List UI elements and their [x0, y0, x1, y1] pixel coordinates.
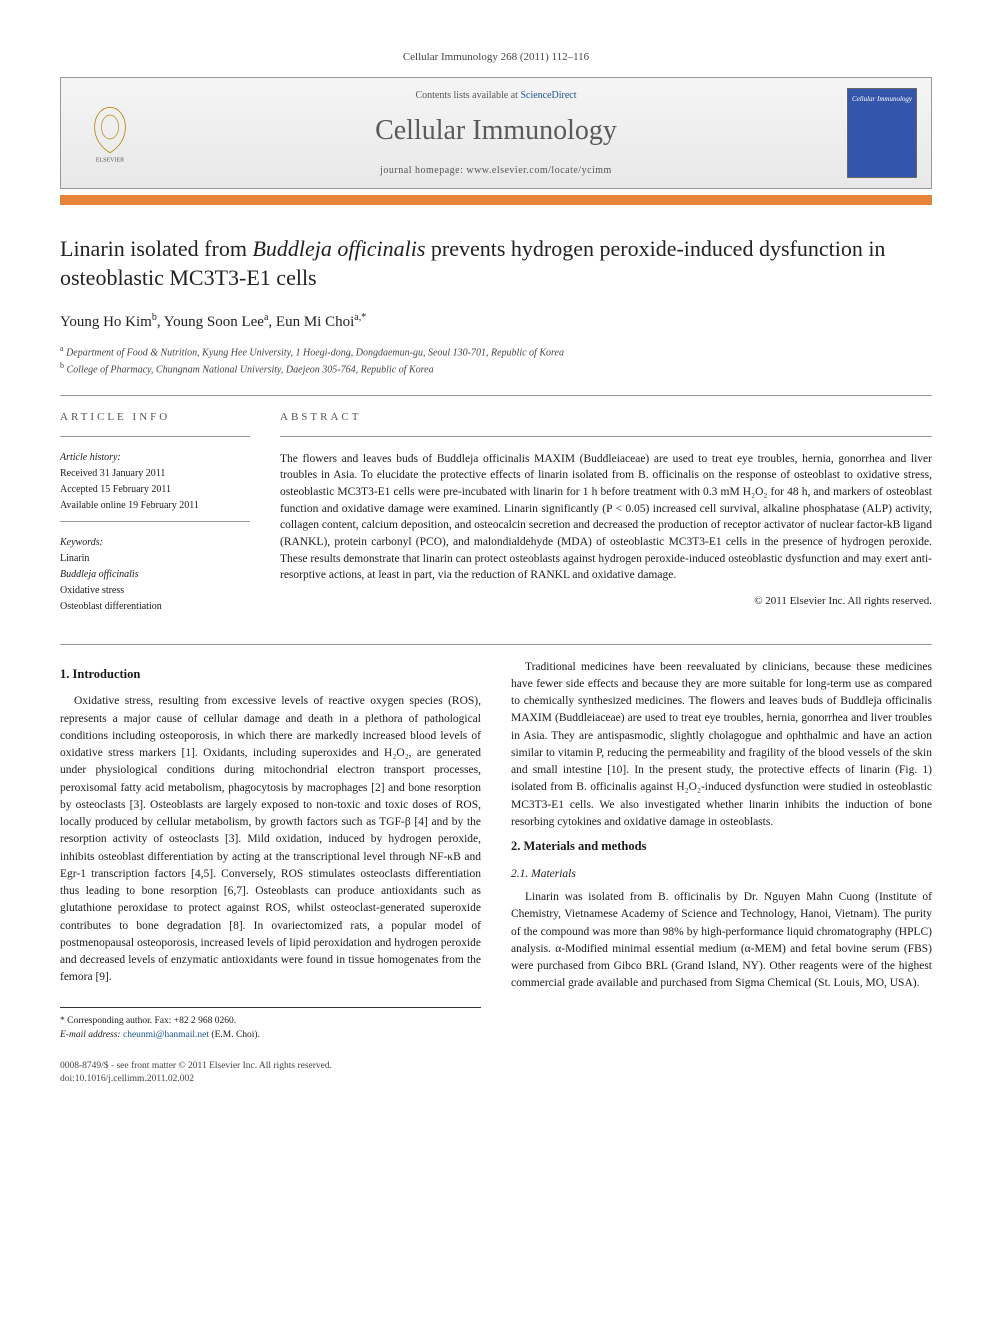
- footer-doi-block: 0008-8749/$ - see front matter © 2011 El…: [60, 1060, 932, 1087]
- keyword-2: Buddleja officinalis: [60, 568, 250, 582]
- intro-paragraph-1: Oxidative stress, resulting from excessi…: [60, 693, 481, 986]
- left-column: 1. Introduction Oxidative stress, result…: [60, 659, 481, 1043]
- info-abstract-row: ARTICLE INFO Article history: Received 3…: [60, 410, 932, 615]
- journal-page: Cellular Immunology 268 (2011) 112–116 E…: [0, 0, 992, 1127]
- accent-bar: [60, 195, 932, 205]
- title-pre: Linarin isolated from: [60, 236, 252, 261]
- abstract-column: ABSTRACT The flowers and leaves buds of …: [280, 410, 932, 615]
- materials-subheading: 2.1. Materials: [511, 866, 932, 883]
- abstract-divider: [280, 436, 932, 437]
- keywords-header: Keywords:: [60, 536, 250, 550]
- homepage-prefix: journal homepage:: [380, 165, 466, 176]
- abstract-text: The flowers and leaves buds of Buddleja …: [280, 451, 932, 584]
- divider: [60, 395, 932, 396]
- received-date: Received 31 January 2011: [60, 467, 250, 481]
- keyword-3: Oxidative stress: [60, 584, 250, 598]
- email-line: E-mail address: cheunmi@hanmail.net (E.M…: [60, 1028, 481, 1042]
- affil-a-sup: a: [60, 344, 64, 353]
- info-divider-1: [60, 436, 250, 437]
- materials-paragraph-1: Linarin was isolated from B. officinalis…: [511, 889, 932, 993]
- cover-title: Cellular Immunology: [852, 95, 912, 105]
- keyword-1: Linarin: [60, 552, 250, 566]
- header-middle: Contents lists available at ScienceDirec…: [145, 89, 847, 178]
- author-3-affil: a,*: [354, 312, 366, 323]
- online-date: Available online 19 February 2011: [60, 499, 250, 513]
- keyword-2-text: Buddleja officinalis: [60, 569, 139, 580]
- copyright-line: © 2011 Elsevier Inc. All rights reserved…: [280, 594, 932, 609]
- corresponding-author-note: * Corresponding author. Fax: +82 2 968 0…: [60, 1007, 481, 1043]
- running-header: Cellular Immunology 268 (2011) 112–116: [60, 50, 932, 65]
- keyword-4: Osteoblast differentiation: [60, 600, 250, 614]
- divider-body: [60, 644, 932, 645]
- affil-a-text: Department of Food & Nutrition, Kyung He…: [66, 347, 564, 358]
- doi-line: doi:10.1016/j.cellimm.2011.02.002: [60, 1073, 932, 1086]
- author-3: , Eun Mi Choi: [268, 314, 354, 330]
- affiliation-b: b College of Pharmacy, Chungnam National…: [60, 360, 932, 377]
- body-two-column: 1. Introduction Oxidative stress, result…: [60, 659, 932, 1043]
- elsevier-text: ELSEVIER: [96, 158, 124, 164]
- homepage-url[interactable]: www.elsevier.com/locate/ycimm: [466, 165, 611, 176]
- abstract-header: ABSTRACT: [280, 410, 932, 425]
- email-link[interactable]: cheunmi@hanmail.net: [123, 1030, 209, 1040]
- corresponding-line: * Corresponding author. Fax: +82 2 968 0…: [60, 1014, 481, 1028]
- materials-methods-heading: 2. Materials and methods: [511, 837, 932, 856]
- article-title: Linarin isolated from Buddleja officinal…: [60, 235, 932, 292]
- author-list: Young Ho Kimb, Young Soon Leea, Eun Mi C…: [60, 311, 932, 333]
- journal-header-box: ELSEVIER Contents lists available at Sci…: [60, 77, 932, 189]
- info-divider-2: [60, 521, 250, 522]
- contents-available-line: Contents lists available at ScienceDirec…: [145, 89, 847, 103]
- email-label: E-mail address:: [60, 1030, 123, 1040]
- right-column: Traditional medicines have been reevalua…: [511, 659, 932, 1043]
- affiliations-block: a Department of Food & Nutrition, Kyung …: [60, 343, 932, 378]
- article-info-column: ARTICLE INFO Article history: Received 3…: [60, 410, 250, 615]
- intro-heading: 1. Introduction: [60, 665, 481, 684]
- history-header: Article history:: [60, 451, 250, 465]
- elsevier-logo-icon: ELSEVIER: [75, 98, 145, 168]
- homepage-line: journal homepage: www.elsevier.com/locat…: [145, 164, 847, 178]
- email-suffix: (E.M. Choi).: [209, 1030, 260, 1040]
- sciencedirect-link[interactable]: ScienceDirect: [520, 90, 576, 101]
- affiliation-a: a Department of Food & Nutrition, Kyung …: [60, 343, 932, 360]
- affil-b-text: College of Pharmacy, Chungnam National U…: [67, 364, 434, 375]
- contents-prefix: Contents lists available at: [415, 90, 520, 101]
- article-info-header: ARTICLE INFO: [60, 410, 250, 425]
- author-1: Young Ho Kim: [60, 314, 152, 330]
- intro-paragraph-2: Traditional medicines have been reevalua…: [511, 659, 932, 832]
- issn-line: 0008-8749/$ - see front matter © 2011 El…: [60, 1060, 932, 1073]
- journal-title: Cellular Immunology: [145, 111, 847, 150]
- author-2: , Young Soon Lee: [157, 314, 264, 330]
- title-species: Buddleja officinalis: [252, 236, 425, 261]
- affil-b-sup: b: [60, 361, 64, 370]
- journal-cover-thumbnail: Cellular Immunology: [847, 88, 917, 178]
- accepted-date: Accepted 15 February 2011: [60, 483, 250, 497]
